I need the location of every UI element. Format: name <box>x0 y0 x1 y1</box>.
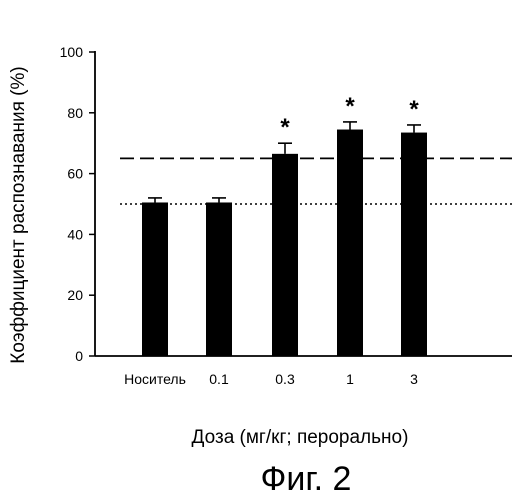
bar <box>401 133 427 356</box>
bar <box>272 154 298 356</box>
x-tick-label: 1 <box>346 371 354 387</box>
bar <box>206 202 232 356</box>
bar <box>337 130 363 356</box>
y-tick-label: 20 <box>67 287 83 303</box>
figure-caption: Фиг. 2 <box>261 460 352 498</box>
x-tick-label: 3 <box>410 371 418 387</box>
x-axis-label: Доза (мг/кг; перорально) <box>192 427 409 448</box>
x-tick-label: 0.1 <box>209 371 229 387</box>
y-tick-label: 40 <box>67 226 83 242</box>
significance-marker: * <box>409 96 419 123</box>
significance-marker: * <box>280 114 290 141</box>
y-tick-label: 60 <box>67 166 83 182</box>
x-tick-label: 0.3 <box>275 371 295 387</box>
y-axis-label: Коэффициент распознавания (%) <box>8 66 29 363</box>
x-tick-label: Носитель <box>124 371 186 387</box>
significance-marker: * <box>345 93 355 120</box>
y-tick-label: 0 <box>75 348 83 364</box>
y-tick-label: 100 <box>60 44 84 60</box>
y-tick-label: 80 <box>67 105 83 121</box>
bar <box>142 202 168 356</box>
plot-area: 0 20 40 60 80 100 Носитель 0.1 * 0.3 * 1 * 3 <box>60 44 512 387</box>
